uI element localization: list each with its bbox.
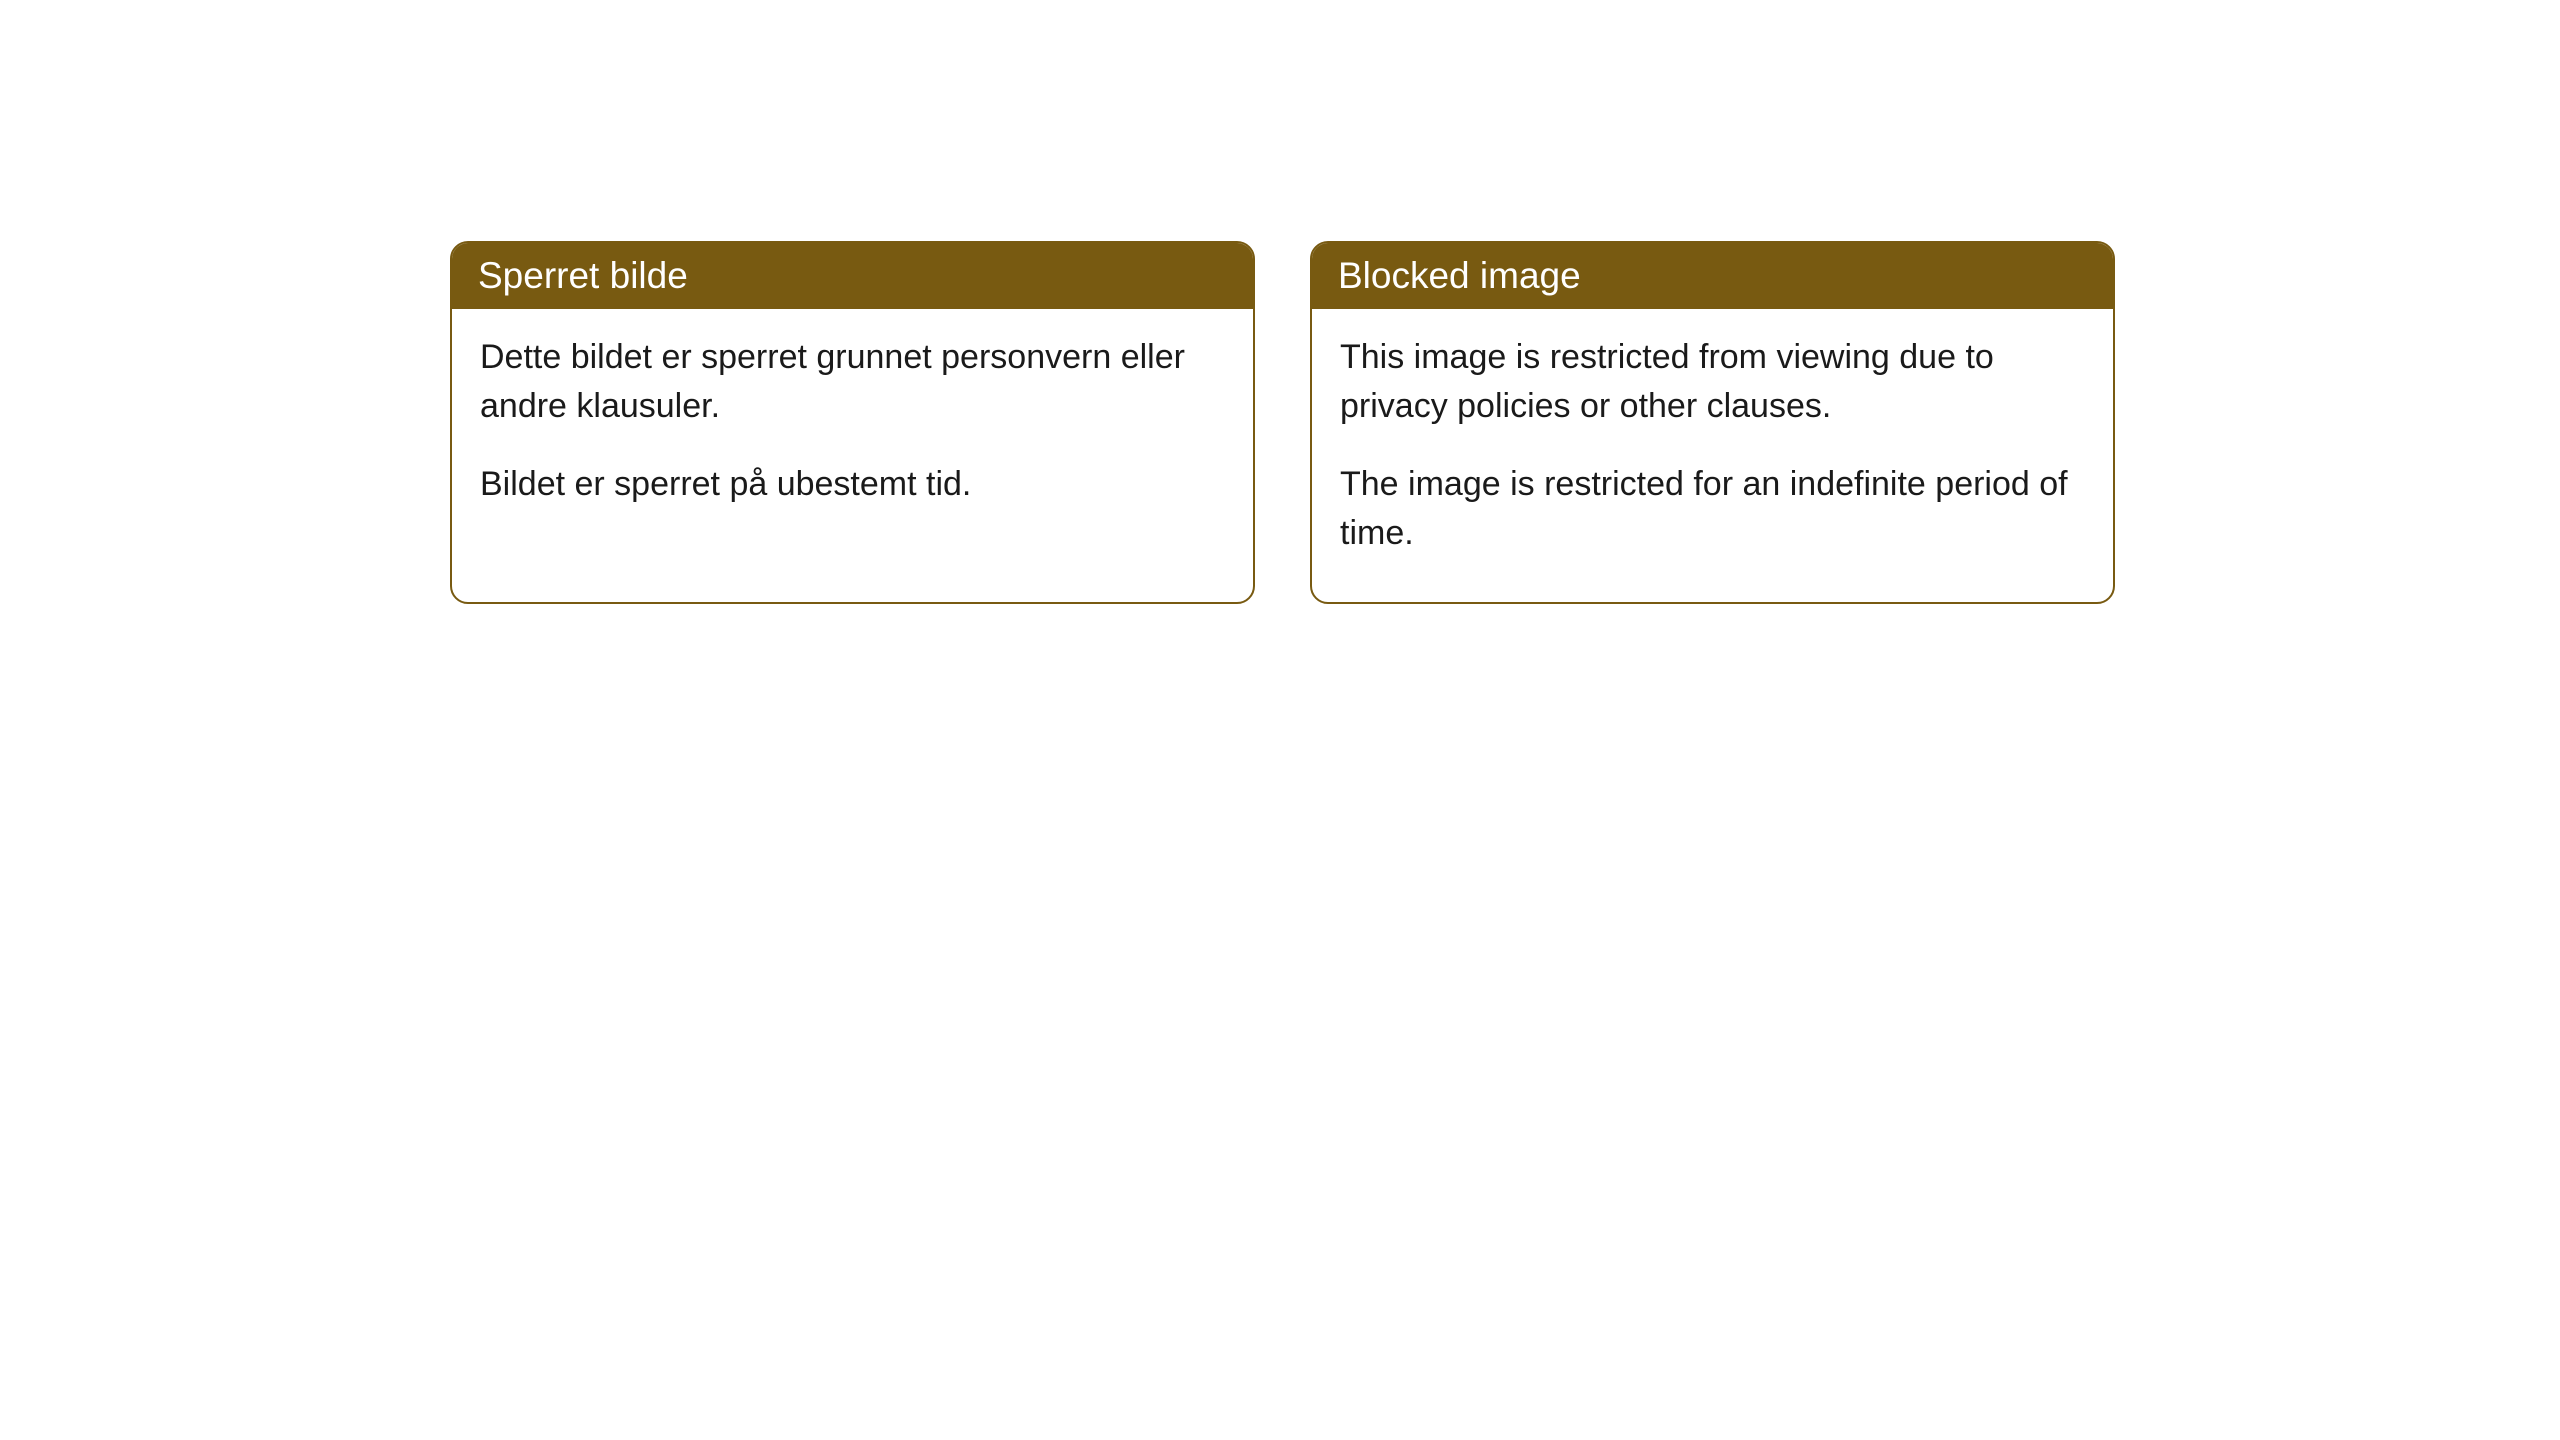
card-paragraph: Bildet er sperret på ubestemt tid.	[480, 460, 1225, 509]
card-title: Blocked image	[1338, 255, 1581, 296]
card-body: Dette bildet er sperret grunnet personve…	[452, 309, 1253, 553]
card-header: Sperret bilde	[452, 243, 1253, 309]
notice-card-norwegian: Sperret bilde Dette bildet er sperret gr…	[450, 241, 1255, 604]
card-paragraph: This image is restricted from viewing du…	[1340, 333, 2085, 432]
card-paragraph: The image is restricted for an indefinit…	[1340, 460, 2085, 559]
notice-cards-container: Sperret bilde Dette bildet er sperret gr…	[450, 241, 2115, 604]
notice-card-english: Blocked image This image is restricted f…	[1310, 241, 2115, 604]
card-title: Sperret bilde	[478, 255, 688, 296]
card-header: Blocked image	[1312, 243, 2113, 309]
card-paragraph: Dette bildet er sperret grunnet personve…	[480, 333, 1225, 432]
card-body: This image is restricted from viewing du…	[1312, 309, 2113, 602]
